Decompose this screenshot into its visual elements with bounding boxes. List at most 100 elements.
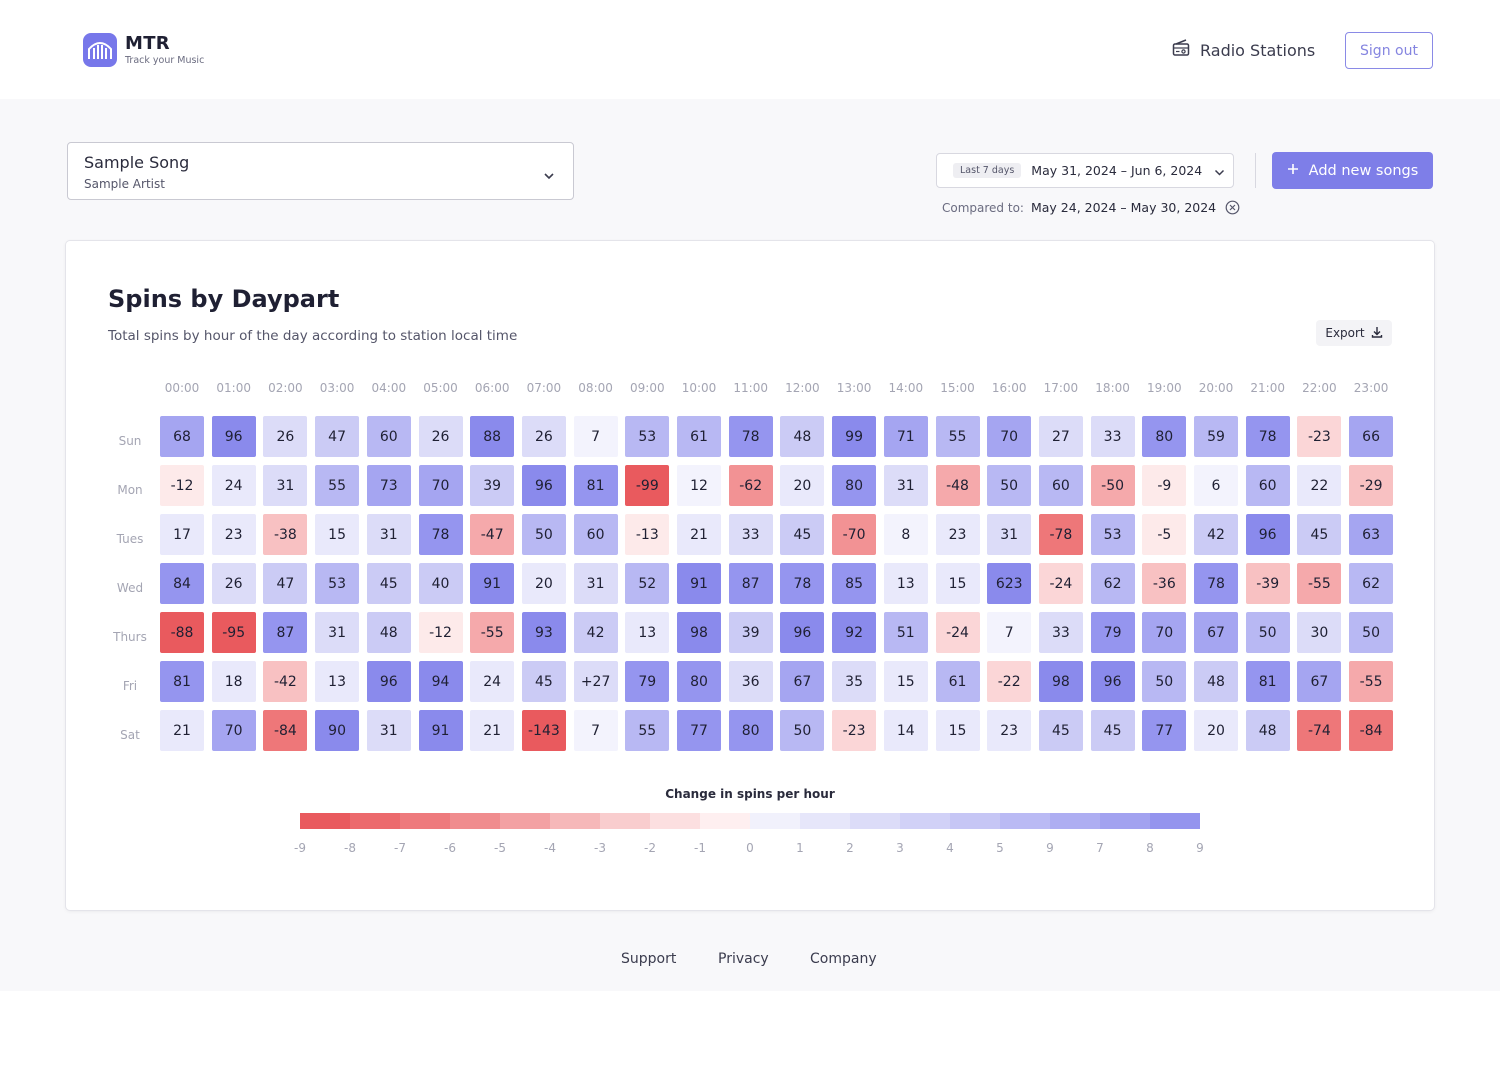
heatmap-cell[interactable]: 31 — [573, 563, 618, 604]
heatmap-cell[interactable]: 96 — [1090, 661, 1135, 702]
heatmap-cell[interactable]: -24 — [1038, 563, 1083, 604]
heatmap-cell[interactable]: -95 — [211, 612, 256, 653]
heatmap-cell[interactable]: 67 — [780, 661, 825, 702]
heatmap-cell[interactable]: -22 — [987, 661, 1032, 702]
heatmap-cell[interactable]: 80 — [728, 710, 773, 751]
heatmap-cell[interactable]: 84 — [160, 563, 204, 604]
heatmap-cell[interactable]: 26 — [263, 416, 308, 457]
heatmap-cell[interactable]: 7 — [987, 612, 1032, 653]
heatmap-cell[interactable]: 33 — [1038, 612, 1083, 653]
heatmap-cell[interactable]: 15 — [315, 514, 360, 555]
heatmap-cell[interactable]: 50 — [1142, 661, 1187, 702]
heatmap-cell[interactable]: 31 — [987, 514, 1032, 555]
heatmap-cell[interactable]: -13 — [625, 514, 670, 555]
heatmap-cell[interactable]: -84 — [1349, 710, 1394, 751]
heatmap-cell[interactable]: 96 — [521, 465, 566, 506]
heatmap-cell[interactable]: 77 — [1142, 710, 1187, 751]
heatmap-cell[interactable]: 79 — [1090, 612, 1135, 653]
heatmap-cell[interactable]: 45 — [1090, 710, 1135, 751]
heatmap-cell[interactable]: 66 — [1349, 416, 1394, 457]
heatmap-cell[interactable]: -55 — [470, 612, 515, 653]
heatmap-cell[interactable]: 47 — [315, 416, 360, 457]
heatmap-cell[interactable]: 47 — [263, 563, 308, 604]
heatmap-cell[interactable]: -36 — [1142, 563, 1187, 604]
heatmap-cell[interactable]: 45 — [521, 661, 566, 702]
heatmap-cell[interactable]: -12 — [418, 612, 463, 653]
heatmap-cell[interactable]: -29 — [1349, 465, 1394, 506]
heatmap-cell[interactable]: 94 — [418, 661, 463, 702]
heatmap-cell[interactable]: 14 — [883, 710, 928, 751]
heatmap-cell[interactable]: 61 — [935, 661, 980, 702]
heatmap-cell[interactable]: 70 — [987, 416, 1032, 457]
heatmap-cell[interactable]: 90 — [315, 710, 360, 751]
heatmap-cell[interactable]: 31 — [263, 465, 308, 506]
heatmap-cell[interactable]: 85 — [832, 563, 877, 604]
heatmap-cell[interactable]: 23 — [935, 514, 980, 555]
heatmap-cell[interactable]: 91 — [470, 563, 515, 604]
song-select[interactable]: Sample Song Sample Artist — [67, 142, 574, 200]
heatmap-cell[interactable]: -84 — [263, 710, 308, 751]
heatmap-cell[interactable]: 62 — [1349, 563, 1394, 604]
heatmap-cell[interactable]: 96 — [366, 661, 411, 702]
export-button[interactable]: Export — [1316, 320, 1392, 346]
heatmap-cell[interactable]: 50 — [780, 710, 825, 751]
heatmap-cell[interactable]: 15 — [935, 563, 980, 604]
heatmap-cell[interactable]: 92 — [832, 612, 877, 653]
heatmap-cell[interactable]: -23 — [832, 710, 877, 751]
heatmap-cell[interactable]: 31 — [315, 612, 360, 653]
heatmap-cell[interactable]: +27 — [573, 661, 618, 702]
date-range-picker[interactable]: Last 7 days May 31, 2024 – Jun 6, 2024 — [936, 153, 1234, 188]
heatmap-cell[interactable]: 81 — [573, 465, 618, 506]
heatmap-cell[interactable]: 55 — [315, 465, 360, 506]
heatmap-cell[interactable]: 70 — [211, 710, 256, 751]
heatmap-cell[interactable]: 26 — [211, 563, 256, 604]
heatmap-cell[interactable]: 67 — [1297, 661, 1342, 702]
heatmap-cell[interactable]: 48 — [1245, 710, 1290, 751]
heatmap-cell[interactable]: 60 — [573, 514, 618, 555]
heatmap-cell[interactable]: -74 — [1297, 710, 1342, 751]
heatmap-cell[interactable]: 26 — [418, 416, 463, 457]
heatmap-cell[interactable]: 98 — [1038, 661, 1083, 702]
heatmap-cell[interactable]: 51 — [883, 612, 928, 653]
heatmap-cell[interactable]: 91 — [418, 710, 463, 751]
heatmap-cell[interactable]: -39 — [1245, 563, 1290, 604]
footer-company-link[interactable]: Company — [810, 951, 877, 967]
heatmap-cell[interactable]: -99 — [625, 465, 670, 506]
heatmap-cell[interactable]: 18 — [211, 661, 256, 702]
add-new-songs-button[interactable]: Add new songs — [1272, 152, 1433, 189]
radio-stations-link[interactable]: Radio Stations — [1172, 39, 1315, 61]
heatmap-cell[interactable]: -23 — [1297, 416, 1342, 457]
heatmap-cell[interactable]: 78 — [728, 416, 773, 457]
heatmap-cell[interactable]: -55 — [1297, 563, 1342, 604]
heatmap-cell[interactable]: 31 — [883, 465, 928, 506]
heatmap-cell[interactable]: 78 — [1245, 416, 1290, 457]
heatmap-cell[interactable]: 81 — [160, 661, 204, 702]
heatmap-cell[interactable]: -88 — [160, 612, 204, 653]
heatmap-cell[interactable]: 55 — [935, 416, 980, 457]
heatmap-cell[interactable]: 91 — [677, 563, 721, 604]
heatmap-cell[interactable]: 60 — [1245, 465, 1290, 506]
heatmap-cell[interactable]: 88 — [470, 416, 515, 457]
heatmap-cell[interactable]: -12 — [160, 465, 204, 506]
heatmap-cell[interactable]: 61 — [677, 416, 721, 457]
heatmap-cell[interactable]: -42 — [263, 661, 308, 702]
heatmap-cell[interactable]: 60 — [1038, 465, 1083, 506]
heatmap-cell[interactable]: 30 — [1297, 612, 1342, 653]
heatmap-cell[interactable]: 87 — [263, 612, 308, 653]
heatmap-cell[interactable]: 42 — [573, 612, 618, 653]
heatmap-cell[interactable]: 53 — [315, 563, 360, 604]
heatmap-cell[interactable]: 23 — [211, 514, 256, 555]
heatmap-cell[interactable]: 36 — [728, 661, 773, 702]
heatmap-cell[interactable]: 12 — [677, 465, 721, 506]
heatmap-cell[interactable]: 39 — [470, 465, 515, 506]
heatmap-cell[interactable]: 623 — [987, 563, 1032, 604]
heatmap-cell[interactable]: 15 — [883, 661, 928, 702]
heatmap-cell[interactable]: 15 — [935, 710, 980, 751]
heatmap-cell[interactable]: 21 — [470, 710, 515, 751]
heatmap-cell[interactable]: 73 — [366, 465, 411, 506]
heatmap-cell[interactable]: 52 — [625, 563, 670, 604]
heatmap-cell[interactable]: -70 — [832, 514, 877, 555]
heatmap-cell[interactable]: 26 — [521, 416, 566, 457]
heatmap-cell[interactable]: 35 — [832, 661, 877, 702]
heatmap-cell[interactable]: 53 — [1090, 514, 1135, 555]
